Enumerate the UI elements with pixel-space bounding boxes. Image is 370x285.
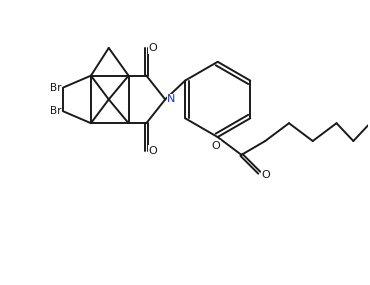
Text: O: O [211, 141, 220, 151]
Text: O: O [148, 146, 157, 156]
Text: Br: Br [50, 83, 61, 93]
Text: N: N [167, 94, 175, 104]
Text: Br: Br [50, 106, 61, 116]
Text: O: O [148, 43, 157, 53]
Text: O: O [261, 170, 270, 180]
